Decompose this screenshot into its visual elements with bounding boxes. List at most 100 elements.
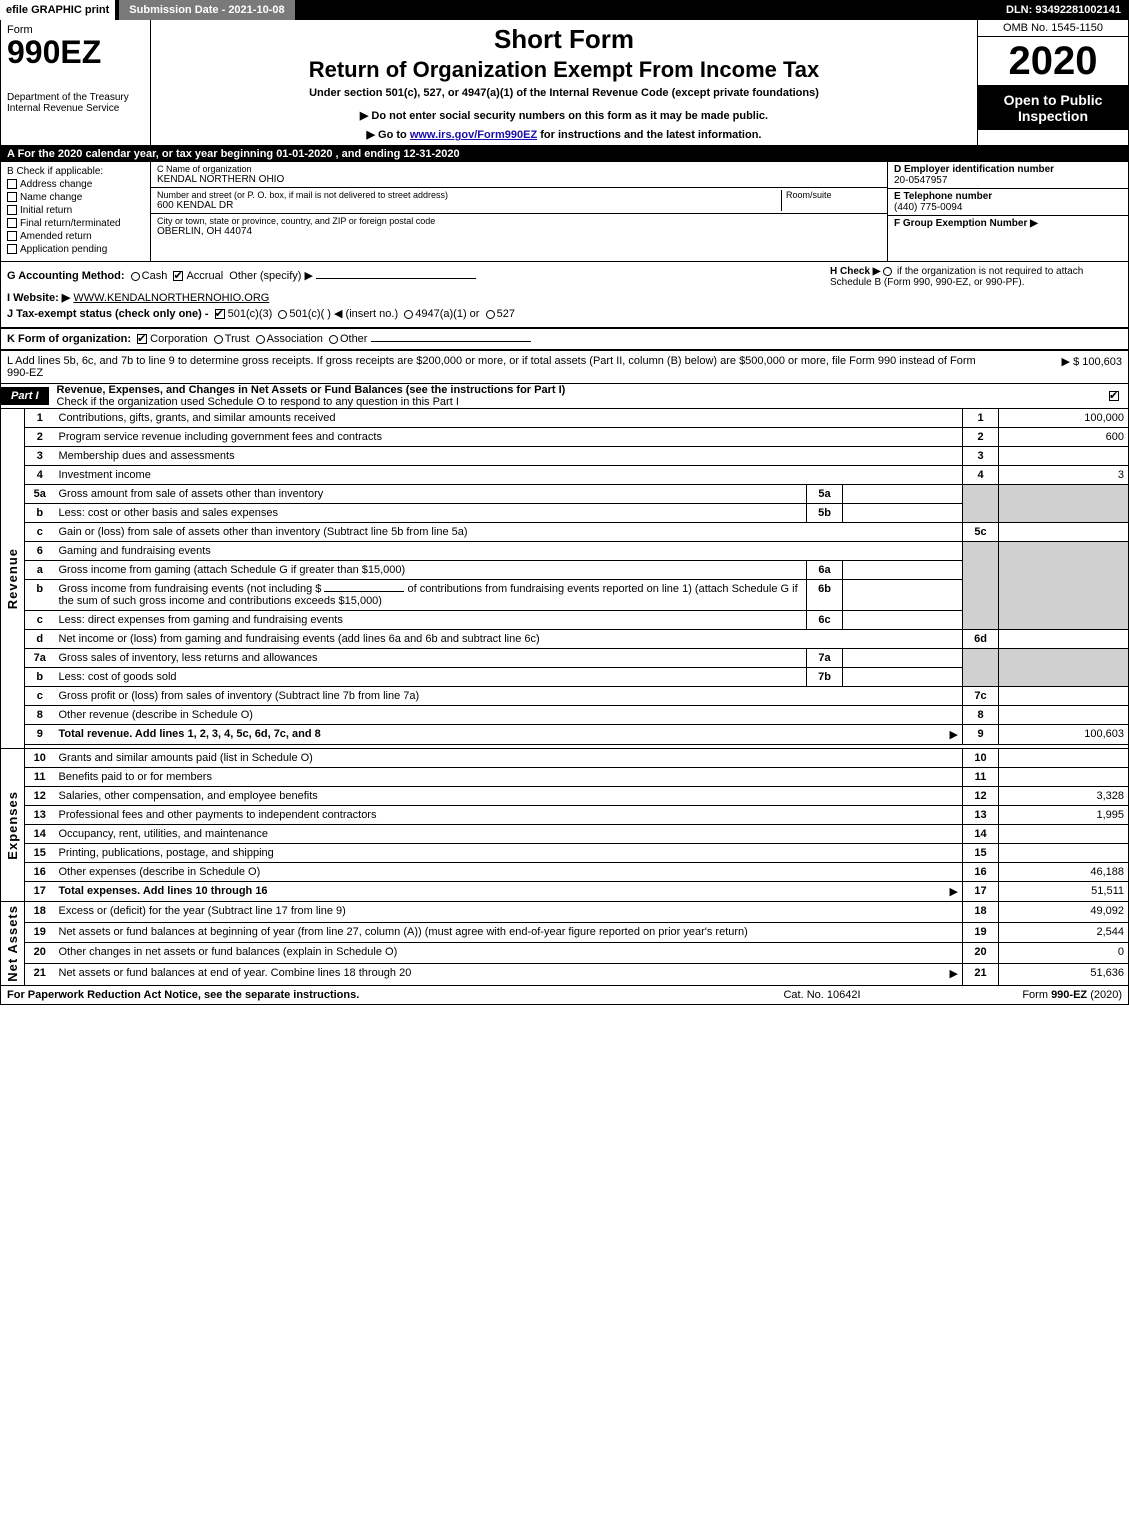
line-5a-desc: Gross amount from sale of assets other t… <box>55 485 807 504</box>
footer-left: For Paperwork Reduction Act Notice, see … <box>7 989 722 1001</box>
chk-final-return[interactable]: Final return/terminated <box>7 218 144 229</box>
short-form-label: Short Form <box>159 24 969 55</box>
form-header: Form 990EZ Department of the Treasury In… <box>0 20 1129 146</box>
line-12-rnum: 12 <box>963 787 999 806</box>
chk-schedule-o[interactable] <box>1109 391 1119 401</box>
chk-other-org[interactable] <box>329 335 338 344</box>
chk-initial-return[interactable]: Initial return <box>7 205 144 216</box>
form-subtitle: Under section 501(c), 527, or 4947(a)(1)… <box>159 87 969 99</box>
line-6-num: 6 <box>25 542 55 561</box>
line-1-val: 100,000 <box>999 409 1129 428</box>
ein-value: 20-0547957 <box>894 175 1122 186</box>
line-12-num: 12 <box>25 787 55 806</box>
line-4-val: 3 <box>999 466 1129 485</box>
part-1-table: Revenue 1 Contributions, gifts, grants, … <box>0 409 1129 986</box>
line-19-desc: Net assets or fund balances at beginning… <box>55 922 963 943</box>
line-5c-val <box>999 523 1129 542</box>
line-18-num: 18 <box>25 902 55 923</box>
line-2-val: 600 <box>999 428 1129 447</box>
chk-address-change[interactable]: Address change <box>7 179 144 190</box>
line-2-num: 2 <box>25 428 55 447</box>
line-3-val <box>999 447 1129 466</box>
line-21-desc: Net assets or fund balances at end of ye… <box>55 963 963 985</box>
chk-assoc[interactable] <box>256 335 265 344</box>
line-g: G Accounting Method: Cash Accrual Other … <box>7 269 822 282</box>
line-13-num: 13 <box>25 806 55 825</box>
line-1-num: 1 <box>25 409 55 428</box>
ssn-warning: ▶ Do not enter social security numbers o… <box>159 109 969 122</box>
vcat-netassets: Net Assets <box>1 902 25 986</box>
line-18-val: 49,092 <box>999 902 1129 923</box>
chk-corp[interactable] <box>137 334 147 344</box>
radio-h[interactable] <box>883 267 892 276</box>
box-def: D Employer identification number 20-0547… <box>888 162 1128 261</box>
line-6d-num: d <box>25 630 55 649</box>
line-11-val <box>999 768 1129 787</box>
line-3-num: 3 <box>25 447 55 466</box>
vcat-expenses: Expenses <box>1 749 25 902</box>
website-value[interactable]: WWW.KENDALNORTHERNOHIO.ORG <box>73 292 269 304</box>
line-7a-desc: Gross sales of inventory, less returns a… <box>55 649 807 668</box>
line-k-label: K Form of organization: <box>7 333 131 345</box>
radio-cash[interactable] <box>131 272 140 281</box>
chk-527[interactable] <box>486 310 495 319</box>
line-l-block: L Add lines 5b, 6c, and 7b to line 9 to … <box>0 350 1129 384</box>
chk-trust[interactable] <box>214 335 223 344</box>
line-8-desc: Other revenue (describe in Schedule O) <box>55 706 963 725</box>
dept-label: Department of the Treasury <box>7 92 144 103</box>
line-5a-sv <box>843 485 963 504</box>
irs-label: Internal Revenue Service <box>7 103 144 114</box>
line-21-val: 51,636 <box>999 963 1129 985</box>
room-label: Room/suite <box>786 190 881 200</box>
line-5b-sn: 5b <box>807 504 843 523</box>
line-6d-desc: Net income or (loss) from gaming and fun… <box>55 630 963 649</box>
line-6a-sv <box>843 561 963 580</box>
line-16-num: 16 <box>25 863 55 882</box>
line-i: I Website: ▶ WWW.KENDALNORTHERNOHIO.ORG <box>7 291 1122 304</box>
line-7b-desc: Less: cost of goods sold <box>55 668 807 687</box>
line-14-val <box>999 825 1129 844</box>
city-label: City or town, state or province, country… <box>157 216 881 226</box>
chk-amended-return[interactable]: Amended return <box>7 231 144 242</box>
line-5b-desc: Less: cost or other basis and sales expe… <box>55 504 807 523</box>
line-7b-sn: 7b <box>807 668 843 687</box>
submission-date: Submission Date - 2021-10-08 <box>119 0 294 20</box>
chk-application-pending[interactable]: Application pending <box>7 244 144 255</box>
line-7b-num: b <box>25 668 55 687</box>
line-3-rnum: 3 <box>963 447 999 466</box>
line-6a-sn: 6a <box>807 561 843 580</box>
section-a-tax-year: A For the 2020 calendar year, or tax yea… <box>0 146 1129 162</box>
line-17-desc: Total expenses. Add lines 10 through 16 … <box>55 882 963 902</box>
chk-4947[interactable] <box>404 310 413 319</box>
chk-501c[interactable] <box>278 310 287 319</box>
efile-label[interactable]: efile GRAPHIC print <box>0 0 115 20</box>
line-3-desc: Membership dues and assessments <box>55 447 963 466</box>
line-10-num: 10 <box>25 749 55 768</box>
radio-accrual[interactable] <box>173 271 183 281</box>
line-6c-num: c <box>25 611 55 630</box>
form-number: 990EZ <box>7 36 144 68</box>
line-18-desc: Excess or (deficit) for the year (Subtra… <box>55 902 963 923</box>
line-12-desc: Salaries, other compensation, and employ… <box>55 787 963 806</box>
line-6a-desc: Gross income from gaming (attach Schedul… <box>55 561 807 580</box>
line-4-desc: Investment income <box>55 466 963 485</box>
line-5a-sn: 5a <box>807 485 843 504</box>
goto-link[interactable]: www.irs.gov/Form990EZ <box>410 129 537 141</box>
line-1-rnum: 1 <box>963 409 999 428</box>
chk-501c3[interactable] <box>215 309 225 319</box>
line-6a-num: a <box>25 561 55 580</box>
part-1-tab: Part I <box>1 387 49 405</box>
line-13-desc: Professional fees and other payments to … <box>55 806 963 825</box>
line-15-val <box>999 844 1129 863</box>
goto-pre: ▶ Go to <box>367 129 410 141</box>
phone-value: (440) 775-0094 <box>894 202 1122 213</box>
line-7c-num: c <box>25 687 55 706</box>
line-11-rnum: 11 <box>963 768 999 787</box>
part-1-title: Revenue, Expenses, and Changes in Net As… <box>57 384 566 396</box>
chk-name-change[interactable]: Name change <box>7 192 144 203</box>
box-c-label: C Name of organization <box>157 164 881 174</box>
org-city: OBERLIN, OH 44074 <box>157 226 881 237</box>
line-7a-num: 7a <box>25 649 55 668</box>
line-2-desc: Program service revenue including govern… <box>55 428 963 447</box>
page-footer: For Paperwork Reduction Act Notice, see … <box>0 986 1129 1005</box>
